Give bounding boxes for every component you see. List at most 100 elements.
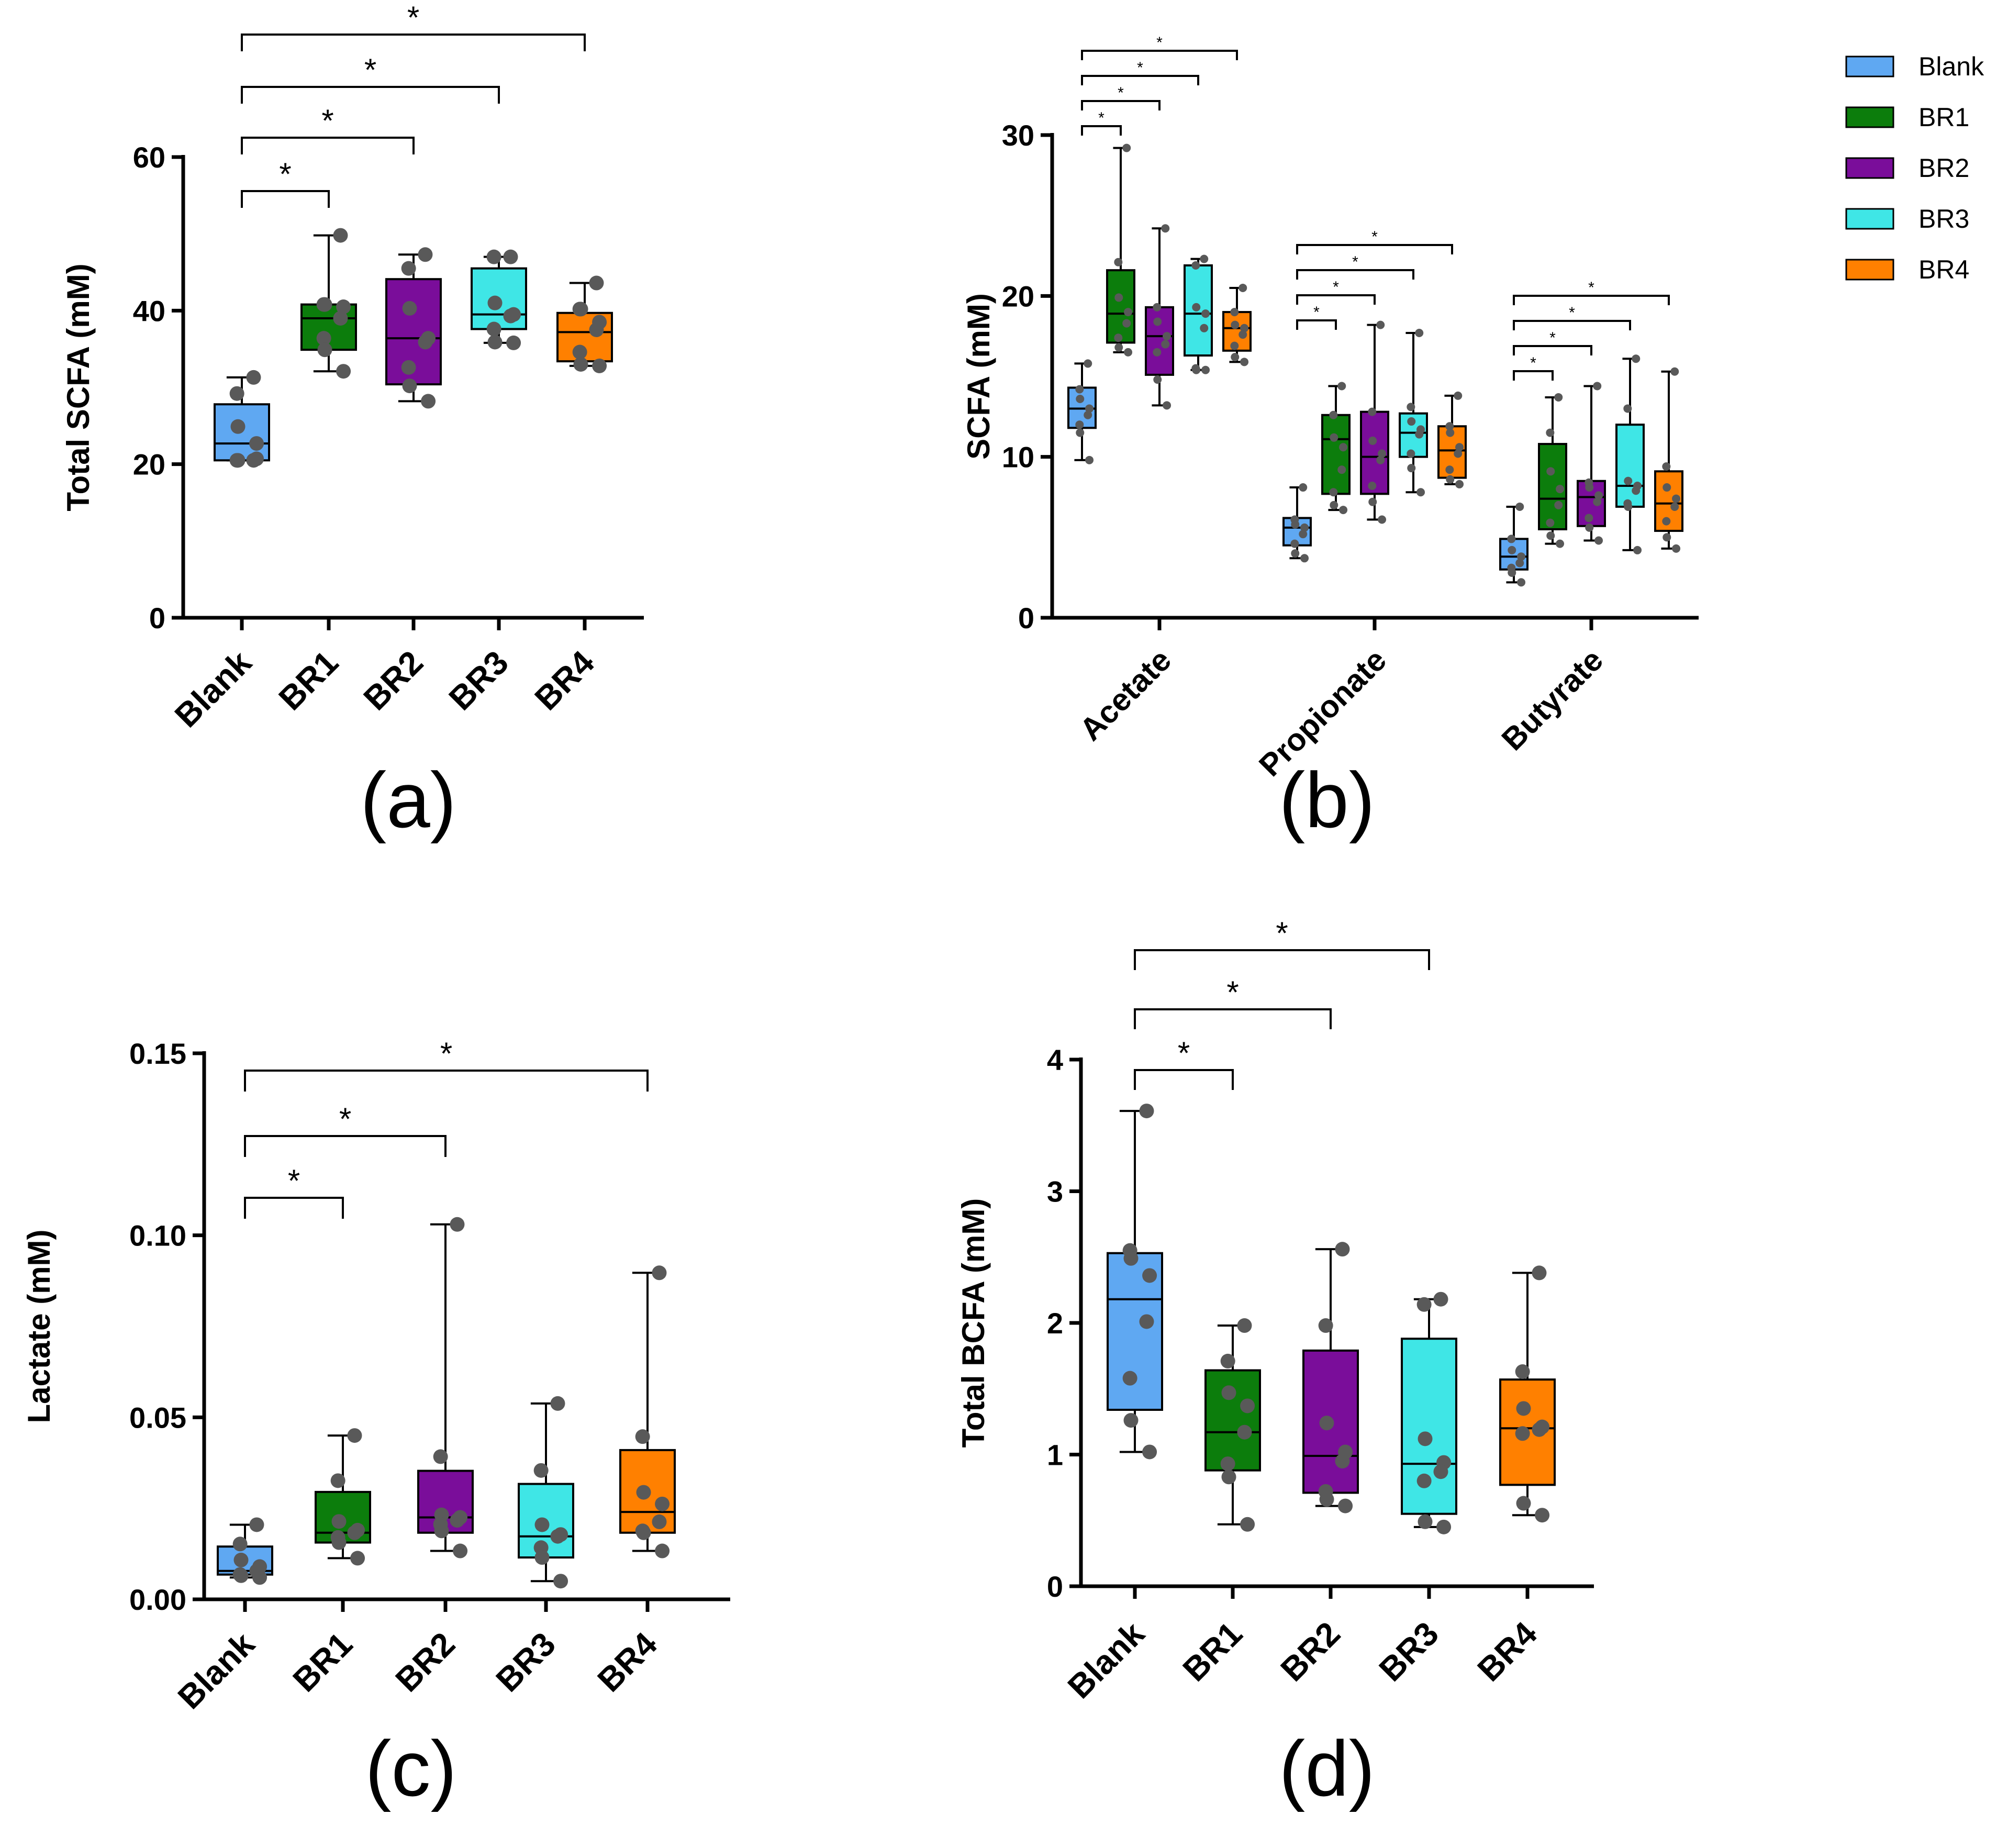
data-point [550,1396,565,1411]
data-point [336,299,351,314]
panel-label: (d) [1279,1724,1375,1812]
data-point [1220,1456,1235,1472]
data-point [1122,1371,1137,1386]
x-tick-label: Acetate [1073,642,1178,748]
data-point [1454,449,1463,458]
data-point [1416,1473,1432,1488]
data-point [1161,224,1170,233]
data-point [534,1517,550,1532]
data-point [506,335,521,350]
data-point [1114,293,1123,302]
box-br3 [1401,1338,1457,1515]
legend-label: Blank [1918,52,1984,81]
data-point [1415,329,1424,338]
data-point [1508,546,1516,554]
data-point [1153,303,1162,311]
data-point [1532,1422,1547,1437]
significance-star: * [321,103,333,138]
data-point [433,1449,448,1464]
data-point [1337,382,1346,391]
box-br1 [1106,269,1135,344]
data-point [1230,308,1239,317]
data-point [1624,476,1633,485]
data-point [1670,367,1679,376]
data-point [450,1217,465,1232]
data-point [333,311,348,326]
data-point [1594,536,1603,545]
significance-bracket [241,137,415,154]
data-point [1546,428,1555,437]
data-point [1516,1496,1531,1511]
panel-c: 0.00 0.05 0.10 0.15 Lactate (mM) (c) Blank BR1 B… [21,1036,730,1812]
x-tick-label: BR2 [388,1625,462,1699]
legend-swatch-br1 [1845,106,1894,128]
y-axis-title: SCFA (mM) [961,293,996,460]
data-point [1633,546,1642,554]
data-point [1376,455,1385,464]
data-point [331,1535,347,1550]
data-point [1455,480,1464,488]
significance-star: * [407,0,419,35]
significance-star: * [1569,304,1575,321]
y-tick-label: 0.15 [129,1037,186,1070]
x-tick-label: BR4 [527,643,601,718]
data-point [1291,549,1300,558]
data-point [1231,320,1240,329]
data-point [635,1429,650,1444]
data-point [317,342,332,358]
significance-star: * [1137,59,1143,76]
data-point [1368,407,1377,416]
significance-bracket [1513,345,1592,355]
data-point [1122,143,1131,152]
legend-label: BR4 [1918,255,1969,284]
significance-star: * [288,1163,300,1198]
data-point [1163,401,1172,410]
x-tick-label: BR1 [271,643,345,717]
legend-label: BR1 [1918,103,1969,132]
data-point [1291,520,1300,529]
data-point [316,331,331,346]
data-point [317,297,332,312]
data-point [1240,358,1249,366]
data-point [1084,410,1092,419]
significance-star: * [1352,253,1358,271]
data-point [1624,502,1633,511]
data-point [1662,517,1671,526]
significance-bracket [241,190,330,208]
significance-bracket [1081,50,1238,60]
significance-bracket [1134,1008,1332,1029]
data-point [1124,348,1133,357]
legend-label: BR3 [1918,204,1969,233]
significance-bracket [1081,125,1122,136]
data-point [636,1485,651,1500]
data-point [1535,1508,1550,1523]
data-point [1515,502,1524,511]
data-point [1445,465,1454,474]
data-point [1594,491,1603,500]
data-point [1319,1492,1334,1507]
data-point [1378,515,1387,524]
significance-bracket [1296,319,1337,330]
data-point [1515,1426,1530,1441]
data-point [503,308,518,324]
data-point [453,1543,468,1558]
data-point [1515,559,1524,567]
data-point [333,228,348,243]
data-point [1339,443,1348,452]
data-point [1300,554,1309,563]
significance-star: * [1226,975,1239,1010]
data-point [550,1529,565,1544]
data-point [1237,1424,1252,1440]
data-point [573,357,588,372]
data-point [1554,393,1563,402]
data-point [1593,382,1602,391]
data-point [1084,359,1092,368]
data-point [233,1568,249,1583]
significance-star: * [1588,279,1594,296]
y-tick-label: 0 [1018,602,1034,634]
data-point [1139,1104,1154,1119]
data-point [1415,430,1424,439]
legend-swatch-br4 [1845,259,1894,281]
data-point [1192,365,1201,374]
